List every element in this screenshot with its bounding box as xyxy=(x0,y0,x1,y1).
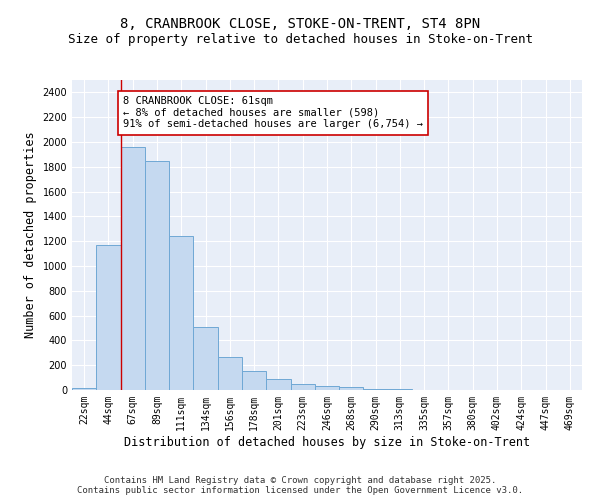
Bar xyxy=(96,245,121,390)
Bar xyxy=(315,386,339,390)
Bar xyxy=(218,356,242,390)
Bar xyxy=(169,236,193,390)
Bar xyxy=(242,371,266,390)
Text: 8 CRANBROOK CLOSE: 61sqm
← 8% of detached houses are smaller (598)
91% of semi-d: 8 CRANBROOK CLOSE: 61sqm ← 8% of detache… xyxy=(123,96,423,130)
Bar xyxy=(339,387,364,390)
Bar xyxy=(290,384,315,390)
Bar xyxy=(72,388,96,390)
Bar xyxy=(121,147,145,390)
Bar xyxy=(364,389,388,390)
Bar xyxy=(193,327,218,390)
Bar xyxy=(145,160,169,390)
Text: Size of property relative to detached houses in Stoke-on-Trent: Size of property relative to detached ho… xyxy=(67,32,533,46)
Text: Contains HM Land Registry data © Crown copyright and database right 2025.
Contai: Contains HM Land Registry data © Crown c… xyxy=(77,476,523,495)
Bar xyxy=(266,380,290,390)
Text: 8, CRANBROOK CLOSE, STOKE-ON-TRENT, ST4 8PN: 8, CRANBROOK CLOSE, STOKE-ON-TRENT, ST4 … xyxy=(120,18,480,32)
Y-axis label: Number of detached properties: Number of detached properties xyxy=(24,132,37,338)
X-axis label: Distribution of detached houses by size in Stoke-on-Trent: Distribution of detached houses by size … xyxy=(124,436,530,448)
